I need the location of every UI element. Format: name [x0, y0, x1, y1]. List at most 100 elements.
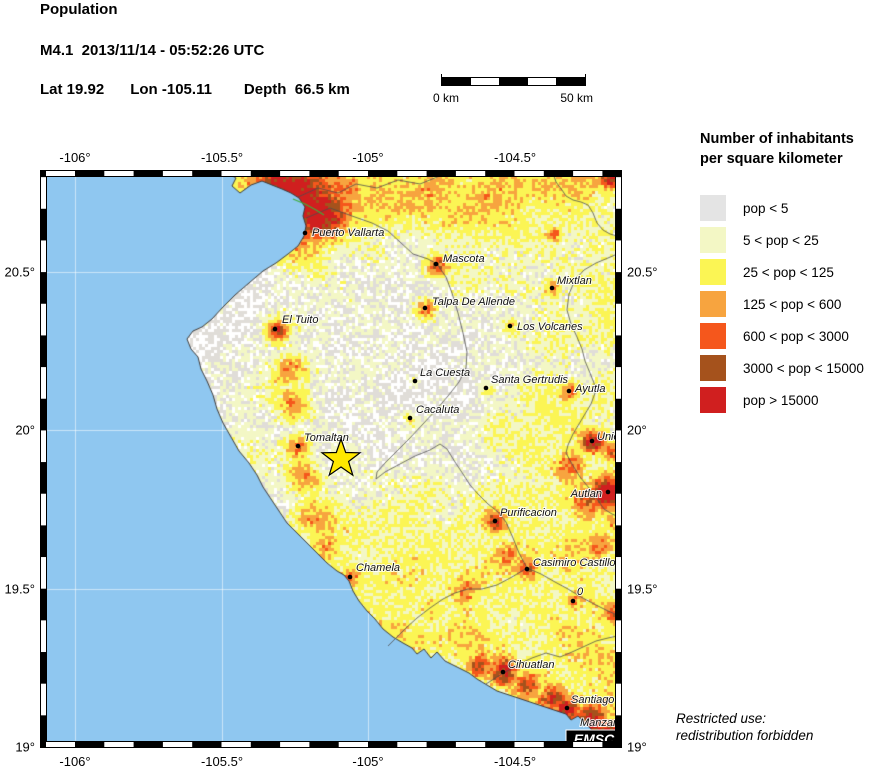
- city-dot: [295, 443, 301, 449]
- city-label: Mascota: [443, 253, 485, 265]
- city-dot: [433, 261, 439, 267]
- frame-tick: [368, 742, 398, 748]
- frame-tick: [40, 588, 46, 621]
- legend-swatch: [700, 195, 726, 221]
- frame-tick: [40, 462, 46, 494]
- frame-tick: [426, 742, 456, 748]
- frame-tick: [192, 170, 222, 176]
- frame-tick: [40, 525, 46, 558]
- frame-tick: [616, 208, 622, 241]
- legend-label: 3000 < pop < 15000: [743, 360, 864, 376]
- axis-label-bottom: -106°: [59, 754, 90, 768]
- legend-item: 3000 < pop < 15000: [700, 355, 864, 381]
- legend-rows: pop < 5 5 < pop < 25 25 < pop < 125 125 < p…: [700, 195, 864, 413]
- legend-title: Number of inhabitants per square kilomet…: [700, 129, 864, 169]
- legend-label: 25 < pop < 125: [743, 264, 834, 280]
- latitude-value: Lat 19.92: [40, 81, 105, 98]
- legend-label: pop > 15000: [743, 392, 819, 408]
- frame-tick: [250, 742, 281, 748]
- city-dot: [492, 518, 498, 524]
- frame-tick: [133, 170, 163, 176]
- scale-bar-segment: [527, 78, 557, 85]
- depth-value: Depth 66.5 km: [243, 81, 350, 98]
- legend-swatch: [700, 259, 726, 285]
- city-dot: [412, 378, 418, 384]
- legend-item: pop < 5: [700, 195, 864, 221]
- frame-tick: [543, 742, 574, 748]
- scale-bar: [441, 74, 586, 86]
- frame-tick: [616, 170, 622, 178]
- axis-label-top: -104.5°: [494, 150, 536, 165]
- scale-bar-max-label: 50 km: [560, 91, 593, 105]
- legend-swatch: [700, 387, 726, 413]
- axis-label-bottom: -104.5°: [494, 754, 536, 768]
- city-dot: [422, 305, 428, 311]
- frame-tick: [40, 398, 46, 431]
- city-label: Puerto Vallarta: [312, 227, 384, 239]
- frame-outline-outer: [40, 170, 622, 748]
- city-dot: [605, 489, 611, 495]
- city-label: Mixtlan: [557, 275, 592, 287]
- city-dot: [570, 598, 576, 604]
- axis-label-top: -105°: [352, 150, 383, 165]
- map-inner-layer: Puerto Vallarta Mascota Mixtlan Talpa De Al…: [272, 226, 633, 747]
- city-label: Casimiro Castillo: [533, 557, 616, 569]
- frame-tick: [616, 715, 622, 747]
- scale-bar-segment: [470, 78, 500, 85]
- scale-bar-zero-label: 0 km: [433, 91, 460, 105]
- frame-band: [616, 170, 622, 748]
- city-label: Los Volcanes: [517, 321, 583, 333]
- legend-label: pop < 5: [743, 200, 789, 216]
- city-label: Autlan: [570, 488, 602, 500]
- map-frame: [40, 170, 622, 748]
- frame-tick: [40, 715, 46, 747]
- frame-tick: [616, 335, 622, 368]
- frame-tick: [40, 272, 46, 304]
- legend-item: 600 < pop < 3000: [700, 323, 864, 349]
- scale-bar-segment: [556, 78, 585, 85]
- scale-bar-segment: [499, 78, 528, 85]
- frame-tick: [309, 742, 339, 748]
- scale-bar-segment: [442, 78, 471, 85]
- frame-tick: [309, 170, 339, 176]
- city-label: Chamela: [356, 562, 400, 574]
- frame-tick: [40, 170, 46, 178]
- frame-tick: [616, 272, 622, 304]
- frame-band: [40, 170, 46, 748]
- legend-item: 5 < pop < 25: [700, 227, 864, 253]
- legend: Number of inhabitants per square kilomet…: [700, 129, 864, 419]
- frame-tick: [543, 170, 574, 176]
- event-magnitude-date: M4.1 2013/11/14 - 05:52:26 UTC: [40, 42, 265, 59]
- legend-item: pop > 15000: [700, 387, 864, 413]
- city-label: Cihuatlan: [508, 659, 554, 671]
- frame-tick: [485, 742, 515, 748]
- frame-tick: [616, 652, 622, 684]
- frame-tick: [75, 170, 105, 176]
- frame-tick: [616, 462, 622, 494]
- city-dot: [483, 385, 489, 391]
- city-dot: [564, 705, 570, 711]
- city-label: Manzanillo: [580, 717, 633, 729]
- axis-label-bottom: -105.5°: [201, 754, 243, 768]
- frame-tick: [616, 525, 622, 558]
- coordinates-line: Lat 19.92 Lon -105.11 Depth 66.5 km: [40, 81, 350, 98]
- city-dot: [407, 415, 413, 421]
- city-label: El Tuito: [282, 314, 318, 326]
- city-label: Cacaluta: [416, 404, 459, 416]
- axis-label-right: 20°: [627, 423, 647, 438]
- city-label: Purificacion: [500, 507, 557, 519]
- frame-tick: [616, 588, 622, 621]
- restricted-use-note: Restricted use: redistribution forbidden: [676, 710, 813, 744]
- axis-label-top: -106°: [59, 150, 90, 165]
- city-dot: [524, 566, 530, 572]
- axis-label-right: 20.5°: [627, 265, 658, 280]
- city-dot: [500, 669, 506, 675]
- frame-tick: [616, 398, 622, 431]
- frame-tick: [602, 742, 622, 748]
- city-label: Tomaltan: [304, 432, 349, 444]
- legend-item: 125 < pop < 600: [700, 291, 864, 317]
- city-dot: [347, 574, 353, 580]
- frame-tick: [40, 652, 46, 684]
- frame-tick: [426, 170, 456, 176]
- frame-outline-inner: [46, 176, 616, 742]
